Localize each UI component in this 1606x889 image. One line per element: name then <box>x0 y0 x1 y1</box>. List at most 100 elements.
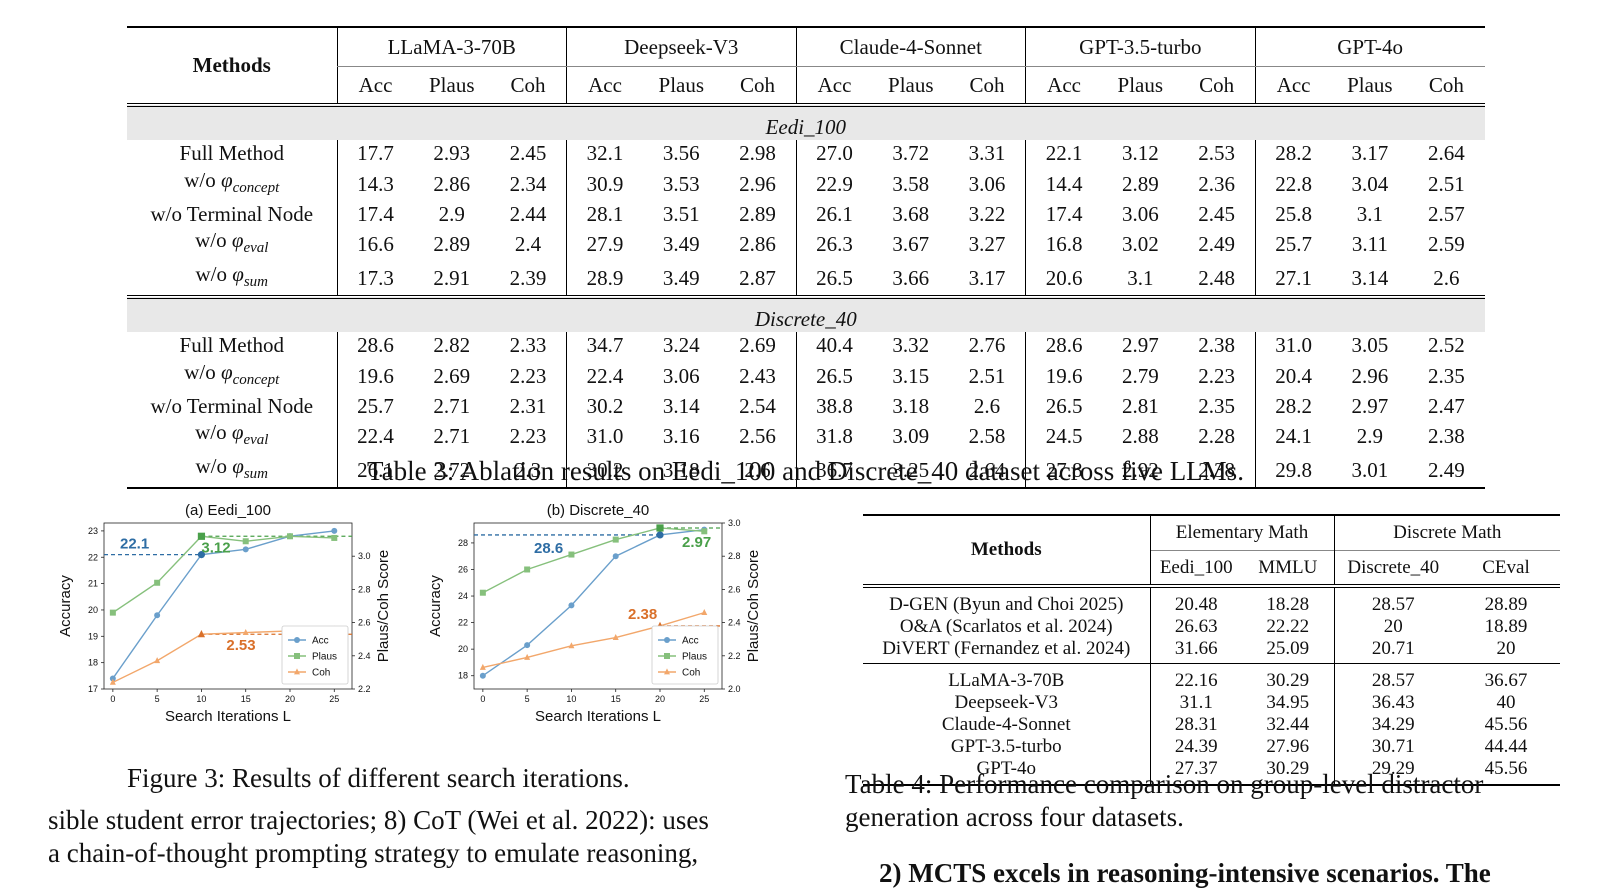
phi-subscript: eval <box>243 432 269 448</box>
table-4: Methods Elementary Math Discrete Math Eedi_… <box>863 514 1560 786</box>
legend-label: Plaus <box>312 652 337 663</box>
value-cell: 20 <box>1452 638 1560 664</box>
phi-subscript: concept <box>232 371 280 388</box>
value-cell: 3.27 <box>968 232 1006 256</box>
value-cell: 30.29 <box>1266 670 1310 691</box>
model-header: Claude-4-Sonnet <box>795 26 1026 67</box>
value-cell: 26.1 <box>795 200 873 227</box>
value-cell: 2.97 <box>1351 393 1389 418</box>
data-point-acc <box>479 672 486 679</box>
value-cell: 19.6 <box>1025 358 1103 393</box>
phi-symbol: φ <box>231 420 244 444</box>
legend-marker <box>294 653 300 659</box>
data-point-plaus <box>331 534 338 541</box>
data-point-plaus <box>524 566 531 573</box>
value-cell: 2.28 <box>1198 424 1235 448</box>
value-cell: 27.1 <box>1254 261 1332 299</box>
method-cell: w/o φeval <box>127 419 337 453</box>
value-cell: 2.81 <box>1121 393 1159 418</box>
body-text-line-1: sible student error trajectories; 8) CoT… <box>48 805 709 835</box>
value-cell: 3.49 <box>662 232 700 256</box>
value-cell: 28.2 <box>1254 140 1332 167</box>
value-cell: 20.48 <box>1149 586 1242 616</box>
table-4-caption: Table 4: Performance comparison on group… <box>845 769 1484 832</box>
table-row: w/o φeval 16.6 2.89 2.4 27.9 3.49 2.86 26.3 3.67… <box>127 227 1485 261</box>
y-tick-label: 26 <box>458 564 468 574</box>
data-point-acc <box>242 546 249 553</box>
table-row: w/o Terminal Node 17.4 2.9 2.44 28.1 3.51 2.89… <box>127 200 1485 227</box>
value-cell: 34.95 <box>1266 692 1310 713</box>
value-cell: 27.8 <box>1025 453 1103 489</box>
value-cell: 44.44 <box>1484 736 1528 757</box>
value-cell: 3.68 <box>892 201 930 226</box>
value-cell: 30.29 <box>1242 758 1334 786</box>
method-cell: O&A (Scarlatos et al. 2024) <box>899 616 1113 637</box>
header-row-metrics: Acc Plaus Coh Acc Plaus Coh Acc Plaus Coh Acc Plau… <box>127 66 1485 107</box>
value-cell: 2.93 <box>433 141 471 166</box>
value-cell: 2.86 <box>433 171 471 196</box>
value-cell: 31.66 <box>1149 638 1242 664</box>
value-cell: 2.69 <box>739 333 776 358</box>
data-point-acc <box>568 602 575 609</box>
table-row: Deepseek-V3 31.1 34.95 36.43 40 <box>863 692 1560 714</box>
value-cell: 28.31 <box>1149 714 1242 736</box>
method-prefix: w/o <box>184 167 216 192</box>
value-cell: 3.14 <box>662 393 700 418</box>
value-cell: 2.48 <box>1178 261 1256 299</box>
value-cell: 3.49 <box>643 261 720 299</box>
table-3: Methods LLaMA-3-70B Deepseek-V3 Claude-4-So… <box>127 26 1485 489</box>
value-cell: 20.71 <box>1333 638 1452 664</box>
value-cell: 2.51 <box>968 363 1006 388</box>
value-cell: 3.18 <box>643 453 720 489</box>
value-cell: 31.1 <box>1149 692 1242 714</box>
y-tick-label: 23 <box>88 526 98 536</box>
value-cell: 2.49 <box>1408 453 1485 489</box>
data-point-coh <box>109 678 116 685</box>
x-tick-label: 0 <box>480 694 485 704</box>
value-cell: 30.9 <box>566 166 644 201</box>
data-point-plaus <box>656 524 664 532</box>
dataset-header: MMLU <box>1242 550 1334 588</box>
y-tick-label: 17 <box>88 684 98 694</box>
x-tick-label: 20 <box>285 694 295 704</box>
value-cell: 3.72 <box>892 141 930 166</box>
value-cell: 2.88 <box>1121 424 1159 448</box>
value-cell: 24.1 <box>1254 419 1332 453</box>
value-cell: 2.57 <box>1427 201 1465 226</box>
y-tick-label: 18 <box>88 658 98 668</box>
series-line-acc <box>112 530 335 679</box>
chart-title: (b) Discrete_40 <box>547 502 650 519</box>
value-cell: 26.5 <box>795 261 873 299</box>
value-cell: 2.31 <box>509 393 547 418</box>
value-cell: 2.51 <box>1427 171 1465 196</box>
y-axis-label: Accuracy <box>57 575 74 637</box>
data-point-coh <box>154 657 161 664</box>
dataset-header: CEval <box>1452 550 1560 588</box>
data-point-plaus <box>197 532 206 540</box>
value-cell: 2.23 <box>1198 363 1235 388</box>
value-cell: 2.9 <box>1356 424 1383 448</box>
x-tick-label: 25 <box>699 694 709 704</box>
x-tick-label: 10 <box>566 694 576 704</box>
x-tick-label: 10 <box>196 694 206 704</box>
value-cell: 3.16 <box>662 424 700 448</box>
data-point-coh <box>197 630 206 638</box>
y-tick-label: 28 <box>458 538 468 548</box>
value-cell: 29.8 <box>1254 453 1332 489</box>
header-row-groups: Methods Elementary Math Discrete Math <box>863 514 1560 588</box>
value-cell: 2.98 <box>739 141 776 166</box>
value-cell: 30.71 <box>1333 736 1452 758</box>
method-cell: D-GEN (Byun and Choi 2025) <box>889 594 1124 615</box>
value-cell: 27.0 <box>795 140 873 167</box>
value-annotation: 28.6 <box>534 540 563 557</box>
value-cell: 3.56 <box>662 141 700 166</box>
legend-marker <box>664 653 670 659</box>
table-row: D-GEN (Byun and Choi 2025) 20.48 18.28 28.5… <box>863 586 1560 616</box>
data-point-plaus <box>568 551 575 558</box>
data-point-coh <box>524 653 531 660</box>
value-cell: 2.91 <box>413 261 490 299</box>
y-axis-label: Accuracy <box>427 575 444 637</box>
value-cell: 25.7 <box>336 392 414 419</box>
section-row: Discrete_40 <box>127 297 1485 332</box>
model-header: Deepseek-V3 <box>566 26 797 67</box>
